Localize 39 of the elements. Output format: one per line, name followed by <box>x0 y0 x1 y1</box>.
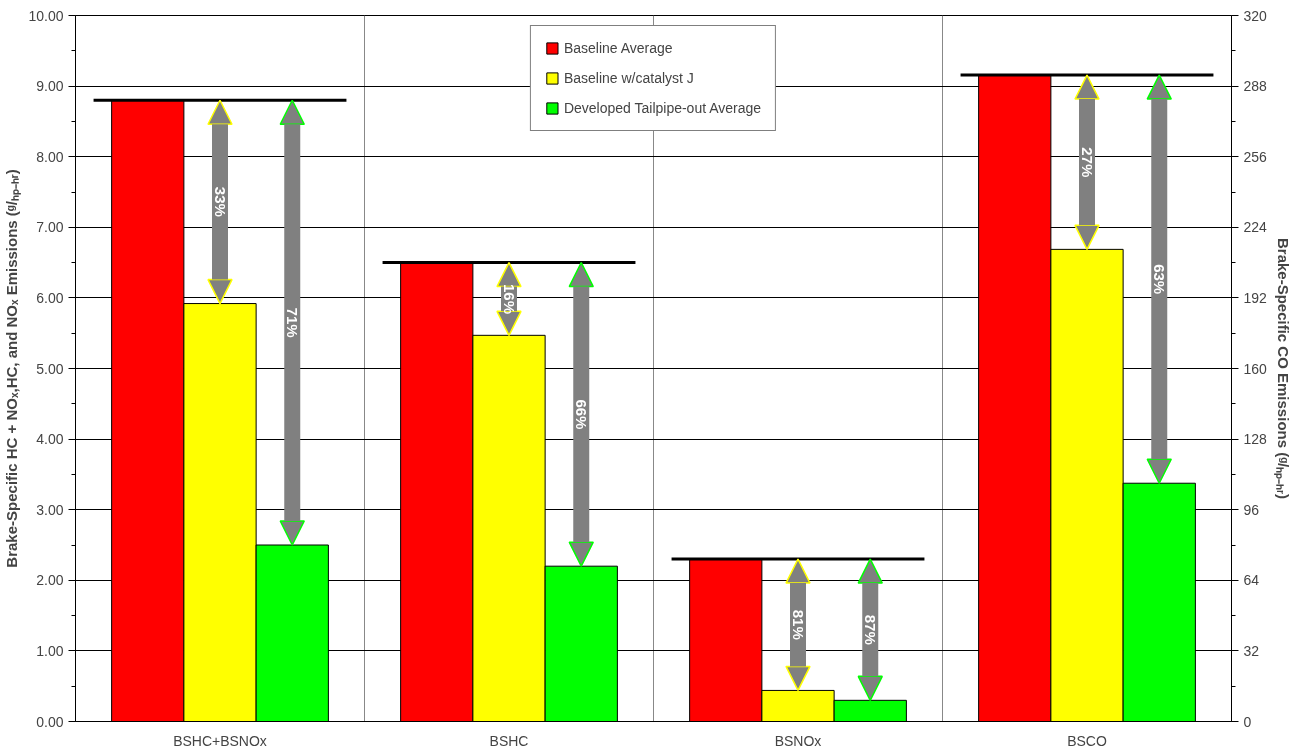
y2-tick-label: 256 <box>1243 148 1268 165</box>
x-tick-label: BSHC+BSNOx <box>173 732 267 749</box>
legend-label: Developed Tailpipe-out Average <box>563 100 762 116</box>
annotation: 71% <box>283 307 301 338</box>
y2-tick-label: 96 <box>1243 501 1260 518</box>
y2-tick-label: 64 <box>1243 572 1260 589</box>
y2-tick-label: 320 <box>1243 7 1268 24</box>
y-tick-label: 6.00 <box>36 289 64 306</box>
x-tick-label: BSHC <box>489 732 529 749</box>
y2-tick-label: 160 <box>1243 360 1268 377</box>
annotation: 87% <box>861 614 879 645</box>
y-tick-label: 9.00 <box>36 78 64 95</box>
y-tick-label: 1.00 <box>36 642 64 659</box>
y-tick-label: 7.00 <box>36 219 64 236</box>
annotation: 27% <box>1078 147 1096 178</box>
annotation: 63% <box>1150 264 1168 295</box>
y2-tick-label: 128 <box>1243 431 1268 448</box>
y-tick-label: 4.00 <box>36 431 64 448</box>
y-tick-label: 3.00 <box>36 501 64 518</box>
y2-tick-label: 224 <box>1243 219 1268 236</box>
y2-tick-label: 192 <box>1243 289 1268 306</box>
y2-tick-label: 32 <box>1243 642 1260 659</box>
y-tick-label: 8.00 <box>36 148 64 165</box>
y2-axis-title: Brake-Specific CO Emissions (ᵍ/ₕₚ₋ₕᵣ) <box>1273 237 1292 500</box>
x-tick-label: BSCO <box>1067 732 1107 749</box>
y-tick-label: 10.00 <box>28 7 64 24</box>
y-axis-title: Brake-Specific HC + NOₓ,HC, and NOₓ Emissions (ᵍ/ₕₚ₋ₕᵣ) <box>3 169 22 568</box>
y-tick-label: 5.00 <box>36 360 64 377</box>
y-tick-label: 2.00 <box>36 572 64 589</box>
y-tick-label: 0.00 <box>36 713 64 730</box>
x-tick-label: BSNOx <box>774 732 822 749</box>
legend-label: Baseline w/catalyst J <box>563 70 694 86</box>
y2-tick-label: 288 <box>1243 78 1268 95</box>
annotation: 33% <box>211 186 229 217</box>
annotation: 16% <box>500 283 518 314</box>
y2-tick-label: 0 <box>1243 713 1252 730</box>
annotation: 66% <box>572 399 590 430</box>
annotation: 81% <box>789 609 807 640</box>
legend-label: Baseline Average <box>563 40 673 56</box>
